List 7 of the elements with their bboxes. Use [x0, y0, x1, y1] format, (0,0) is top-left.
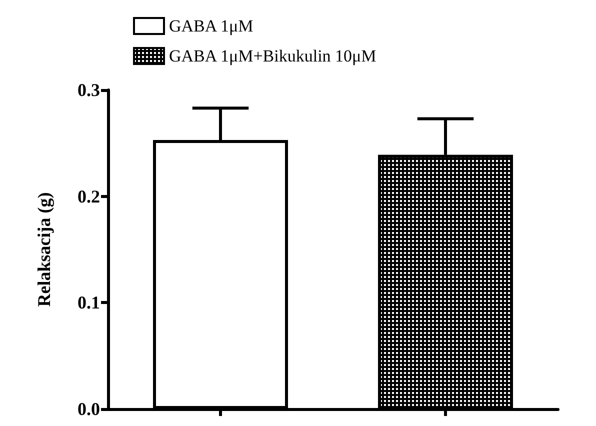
- y-tick-label: 0.1: [78, 292, 100, 313]
- y-tick-label: 0.3: [78, 80, 100, 100]
- y-tick-label: 0.0: [78, 399, 100, 419]
- legend-label: GABA 1μM+Bikukulin 10μM: [169, 46, 376, 66]
- legend-label: GABA 1μM: [169, 16, 254, 36]
- y-tick-label: 0.2: [78, 186, 100, 206]
- y-axis-title: Relaksacija (g): [34, 192, 54, 307]
